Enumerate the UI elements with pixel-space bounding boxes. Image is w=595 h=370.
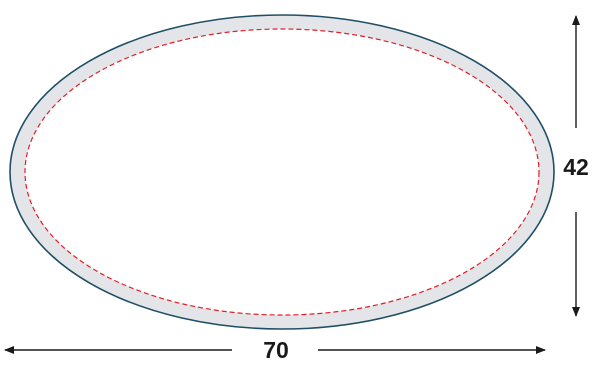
width-label: 70 <box>263 337 289 363</box>
height-label: 42 <box>563 154 589 180</box>
inner-area-ellipse <box>25 29 539 315</box>
safe-area-dashed-ellipse <box>24 28 540 316</box>
